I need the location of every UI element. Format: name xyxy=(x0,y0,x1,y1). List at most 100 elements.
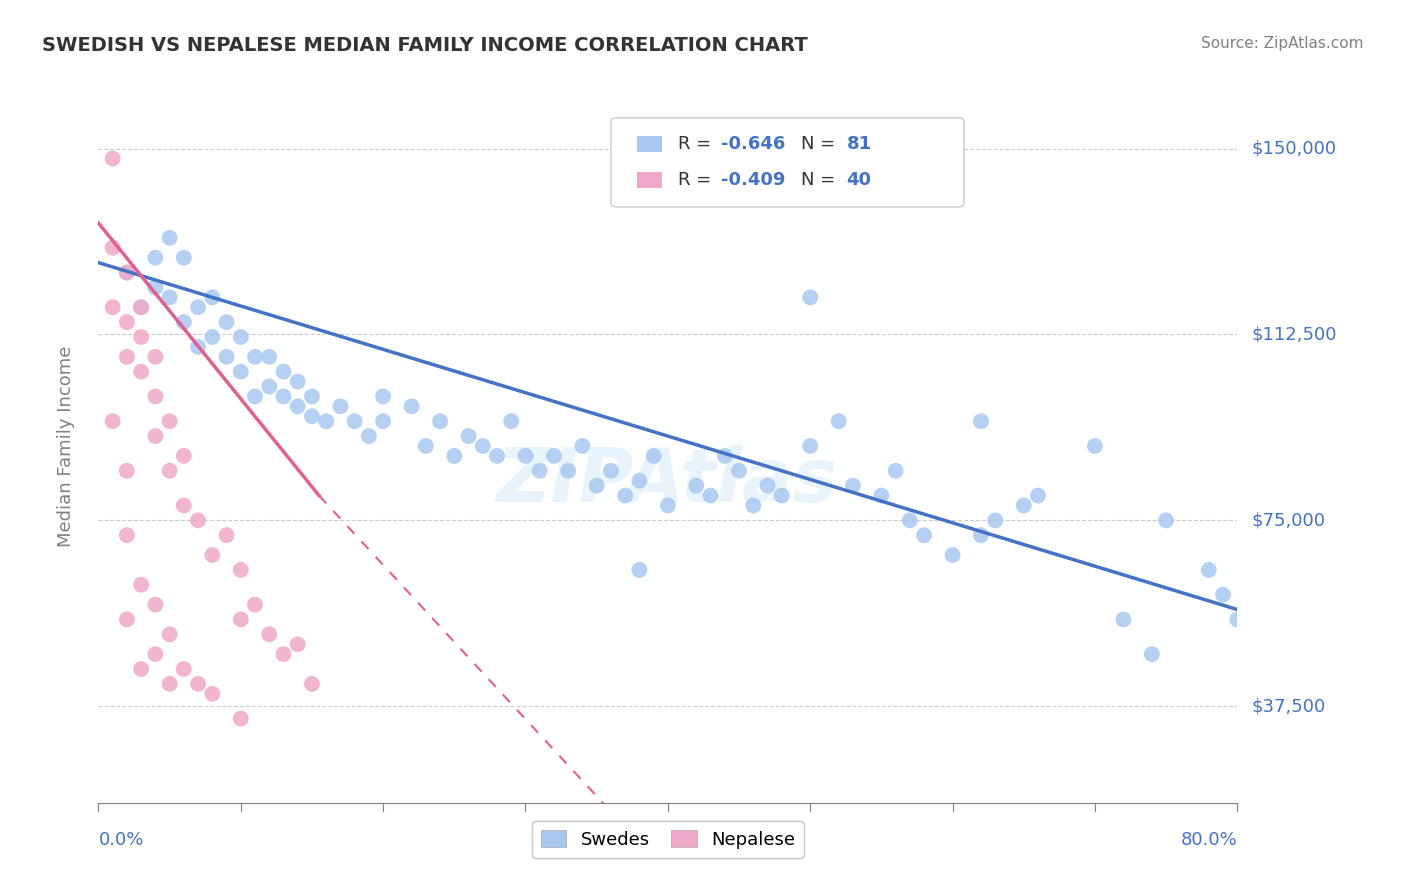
Point xyxy=(115,612,138,626)
Point xyxy=(1084,439,1107,453)
Point xyxy=(600,464,623,478)
Point xyxy=(259,627,281,641)
Point xyxy=(187,677,209,691)
Legend: Swedes, Nepalese: Swedes, Nepalese xyxy=(531,822,804,858)
Point xyxy=(145,251,167,265)
Point xyxy=(243,598,266,612)
Point xyxy=(129,330,152,344)
Text: $75,000: $75,000 xyxy=(1251,511,1326,529)
Point xyxy=(373,389,395,403)
Point xyxy=(145,429,167,443)
Text: $37,500: $37,500 xyxy=(1251,698,1326,715)
Point xyxy=(1226,612,1249,626)
Point xyxy=(842,478,865,492)
Point xyxy=(129,300,152,314)
Point xyxy=(685,478,707,492)
Text: $150,000: $150,000 xyxy=(1251,140,1336,158)
Point xyxy=(1140,647,1163,661)
Point xyxy=(457,429,479,443)
Point xyxy=(287,400,309,414)
Y-axis label: Median Family Income: Median Family Income xyxy=(56,345,75,547)
Point xyxy=(728,464,751,478)
Point xyxy=(259,350,281,364)
Point xyxy=(343,414,366,428)
Point xyxy=(159,231,181,245)
Point xyxy=(828,414,851,428)
Point xyxy=(543,449,565,463)
Point xyxy=(329,400,352,414)
Point xyxy=(970,528,993,542)
Text: Source: ZipAtlas.com: Source: ZipAtlas.com xyxy=(1201,36,1364,51)
Point xyxy=(515,449,537,463)
Point xyxy=(1198,563,1220,577)
Point xyxy=(628,563,651,577)
Point xyxy=(870,489,893,503)
Point xyxy=(259,379,281,393)
Point xyxy=(201,290,224,304)
Text: R =: R = xyxy=(678,171,717,189)
Point xyxy=(557,464,579,478)
Point xyxy=(173,251,195,265)
Point xyxy=(501,414,523,428)
Point xyxy=(657,499,679,513)
Point xyxy=(159,290,181,304)
FancyBboxPatch shape xyxy=(637,172,662,187)
Point xyxy=(129,578,152,592)
Text: R =: R = xyxy=(678,136,717,153)
Point xyxy=(229,330,252,344)
Point xyxy=(884,464,907,478)
Point xyxy=(486,449,509,463)
Point xyxy=(614,489,637,503)
Text: 81: 81 xyxy=(846,136,872,153)
Point xyxy=(585,18,607,32)
Point xyxy=(215,528,238,542)
Point xyxy=(173,315,195,329)
Text: $112,500: $112,500 xyxy=(1251,326,1337,343)
Point xyxy=(301,677,323,691)
Point xyxy=(628,474,651,488)
Point xyxy=(942,548,965,562)
Text: -0.646: -0.646 xyxy=(721,136,786,153)
Point xyxy=(471,439,494,453)
Point xyxy=(714,449,737,463)
Point xyxy=(201,548,224,562)
Point xyxy=(115,528,138,542)
Point xyxy=(243,389,266,403)
Text: N =: N = xyxy=(801,171,841,189)
Point xyxy=(401,400,423,414)
Point xyxy=(699,489,721,503)
Point xyxy=(159,677,181,691)
Point xyxy=(145,647,167,661)
Point xyxy=(912,528,935,542)
Point xyxy=(187,340,209,354)
Point xyxy=(756,478,779,492)
Point xyxy=(145,598,167,612)
Point xyxy=(301,409,323,424)
Text: -0.409: -0.409 xyxy=(721,171,786,189)
Point xyxy=(115,315,138,329)
Point xyxy=(1012,499,1035,513)
Point xyxy=(215,350,238,364)
Point xyxy=(443,449,465,463)
Point xyxy=(273,365,295,379)
Point xyxy=(115,464,138,478)
Text: N =: N = xyxy=(801,136,841,153)
Point xyxy=(357,429,380,443)
Point xyxy=(115,350,138,364)
Point xyxy=(229,712,252,726)
Point xyxy=(643,449,665,463)
Point xyxy=(273,389,295,403)
Point xyxy=(770,489,793,503)
Point xyxy=(301,389,323,403)
Point xyxy=(1212,588,1234,602)
Text: 40: 40 xyxy=(846,171,872,189)
Point xyxy=(571,439,593,453)
Text: ZIPAtlas: ZIPAtlas xyxy=(498,445,838,518)
Point xyxy=(799,290,821,304)
Point xyxy=(129,662,152,676)
Point xyxy=(159,627,181,641)
Point xyxy=(145,280,167,294)
Point xyxy=(215,315,238,329)
Point xyxy=(585,478,607,492)
Point xyxy=(115,266,138,280)
